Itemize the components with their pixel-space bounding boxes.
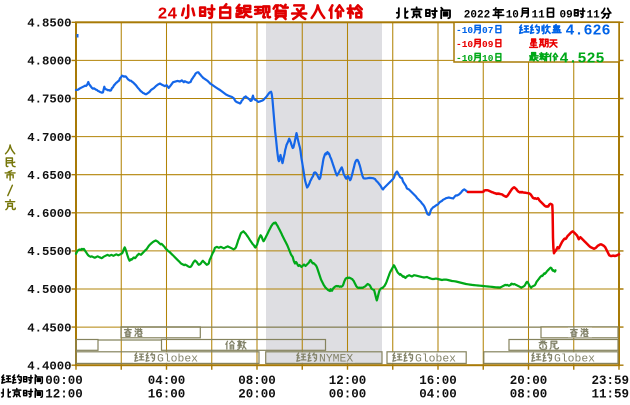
svg-text:4.4000: 4.4000: [27, 359, 71, 373]
svg-text:4.5000: 4.5000: [27, 283, 71, 297]
svg-text:20:00: 20:00: [238, 388, 276, 400]
svg-text:4.7500: 4.7500: [27, 93, 71, 107]
svg-text:24: 24: [158, 4, 178, 23]
svg-text:4.626: 4.626: [566, 22, 611, 39]
svg-text:16:00: 16:00: [148, 388, 186, 400]
svg-text:08:00: 08:00: [238, 374, 276, 388]
svg-text:23:59: 23:59: [591, 374, 629, 388]
svg-text:12:00: 12:00: [45, 388, 83, 400]
svg-text:00:00: 00:00: [45, 374, 83, 388]
svg-text:-10: -10: [456, 25, 473, 36]
svg-text:4.6500: 4.6500: [27, 169, 71, 183]
svg-text:10: 10: [482, 53, 494, 64]
svg-text:12:00: 12:00: [329, 374, 367, 388]
svg-text:4.525: 4.525: [560, 50, 605, 67]
svg-text:08:00: 08:00: [510, 388, 548, 400]
svg-text:4.6000: 4.6000: [27, 207, 71, 221]
svg-text:10: 10: [506, 10, 519, 22]
svg-text:09: 09: [560, 10, 573, 22]
svg-text:NYMEX: NYMEX: [319, 353, 353, 365]
svg-text:07: 07: [482, 25, 494, 36]
svg-text:11: 11: [532, 10, 546, 22]
svg-text:09: 09: [482, 39, 494, 50]
svg-text:20:00: 20:00: [510, 374, 548, 388]
svg-text:Globex: Globex: [415, 353, 456, 365]
svg-text:11:59: 11:59: [591, 388, 629, 400]
svg-text:04:00: 04:00: [148, 374, 186, 388]
svg-text:04:00: 04:00: [419, 388, 457, 400]
svg-text:16:00: 16:00: [419, 374, 457, 388]
svg-text:4.8500: 4.8500: [27, 17, 71, 31]
svg-text:11: 11: [587, 10, 601, 22]
svg-text:Globex: Globex: [157, 353, 198, 365]
svg-text:4.7000: 4.7000: [27, 131, 71, 145]
svg-text:4.4500: 4.4500: [27, 321, 71, 335]
svg-text:2022: 2022: [464, 10, 490, 22]
svg-text:4.8000: 4.8000: [27, 55, 71, 69]
svg-text:Globex: Globex: [554, 353, 595, 365]
svg-text:-10: -10: [456, 39, 473, 50]
svg-text:00:00: 00:00: [329, 388, 367, 400]
svg-text:-10: -10: [456, 53, 473, 64]
svg-text:4.5500: 4.5500: [27, 245, 71, 259]
